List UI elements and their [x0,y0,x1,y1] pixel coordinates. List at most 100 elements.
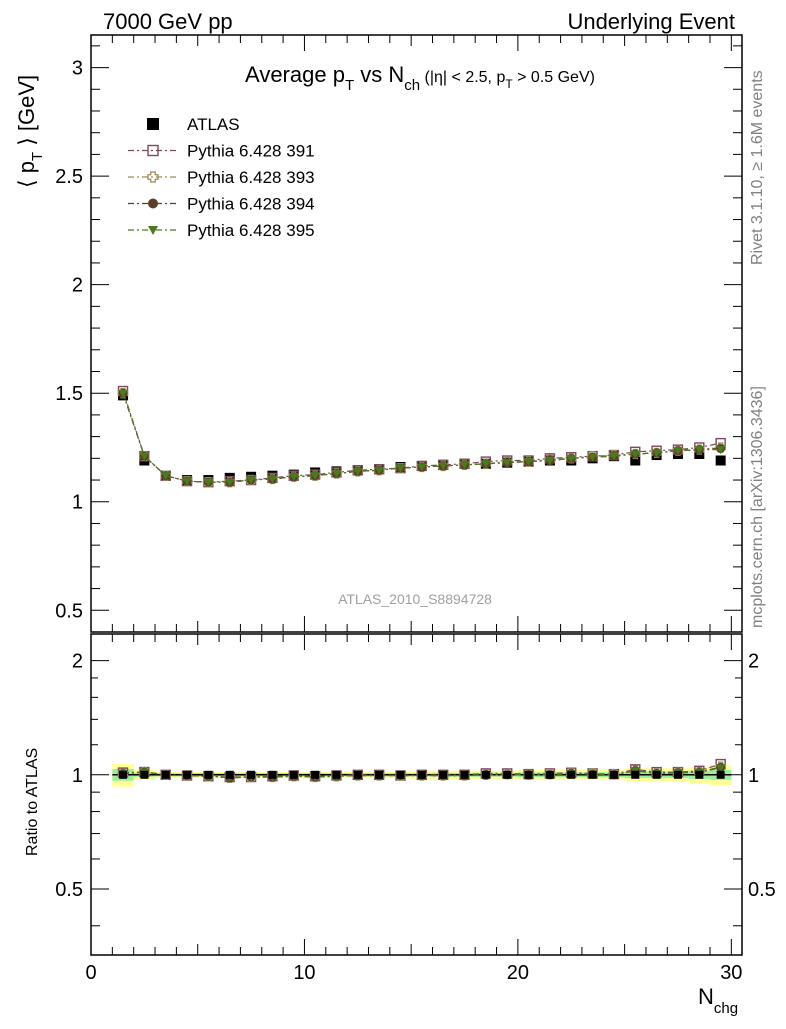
ratio-y-tick-label: 0.5 [55,879,83,901]
series-point-4 [460,461,470,470]
series-point-4 [246,476,256,485]
axes: 0 10 20 30 0.5 1 1.5 2 2.5 3 0.5 0.5 1 1 2 2 [55,34,776,984]
series-point-4 [118,389,128,398]
x-tick-label: 0 [85,962,96,984]
series-point-4 [716,446,726,455]
legend-marker [148,226,158,235]
main-plot-series [117,385,726,488]
legend-label: Pythia 6.428 393 [187,168,315,187]
atlas-ratio-point [545,770,554,779]
legend-label: ATLAS [187,115,240,134]
atlas-ratio-point [524,770,533,779]
atlas-ratio-point [204,770,213,779]
atlas-ratio-point [439,770,448,779]
series-point-4 [353,467,363,476]
legend-entry: Pythia 6.428 393 [128,168,315,187]
atlas-ratio-point [225,770,234,779]
legend-entry: ATLAS [147,115,240,134]
legend-marker [147,171,159,183]
ratio-plot-series [117,758,726,783]
atlas-ratio-point [140,770,149,779]
series-point-4 [182,477,192,486]
rivet-label: Rivet 3.1.10, ≥ 1.6M events [749,70,766,265]
x-axis-label: Nchg [698,984,738,1017]
atlas-ratio-point [716,770,725,779]
atlas-ratio-point [567,770,576,779]
series-point-4 [545,456,555,465]
y-tick-label: 2.5 [55,166,83,188]
atlas-ratio-point [332,770,341,779]
legend-label: Pythia 6.428 394 [187,195,315,214]
atlas-ratio-point [396,770,405,779]
series-point-4 [438,462,448,471]
legend-entry: Pythia 6.428 391 [128,142,315,161]
series-point-4 [225,478,235,487]
header-left: 7000 GeV pp [103,9,233,34]
series-point-4 [502,459,512,468]
series-point-4 [566,454,576,463]
ratio-y-axis-label: Ratio to ATLAS [24,748,41,856]
series-point-4 [203,478,213,487]
y-tick-label: 2 [72,275,83,297]
series-point-4 [374,466,384,475]
ratio-y-tick-label: 2 [72,651,83,673]
series-point-4 [139,452,149,461]
series-point-4 [395,464,405,473]
atlas-ratio-point [652,770,661,779]
series-point-4 [588,453,598,462]
atlas-ratio-point [375,770,384,779]
ratio-y-tick-label: 1 [72,765,83,787]
series-point-4 [630,450,640,459]
atlas-ratio-point [311,770,320,779]
atlas-ratio-point [161,770,170,779]
legend-entry: Pythia 6.428 395 [128,221,315,240]
series-point-4 [161,472,171,481]
series-point-4 [310,472,320,481]
mcplots-label: mcplots.cern.ch [arXiv:1306.3436] [749,386,766,628]
series-point-4 [267,475,277,484]
atlas-ratio-point [268,770,277,779]
atlas-ratio-point [460,770,469,779]
series-point-4 [524,457,534,467]
legend: ATLAS Pythia 6.428 391 Pythia 6.428 393 Pyt… [128,115,315,240]
y-axis-label: ⟨ pT ⟩ [GeV] [14,75,46,188]
legend-entry: Pythia 6.428 394 [128,195,315,214]
atlas-ratio-point [119,770,128,779]
atlas-point [715,455,726,466]
atlas-ratio-point [588,770,597,779]
atlas-ratio-point [183,770,192,779]
y-tick-label: 3 [72,58,83,80]
atlas-ratio-point [503,770,512,779]
y-tick-label: 1.5 [55,383,83,405]
atlas-ratio-point [631,770,640,779]
series-point-4 [673,447,683,456]
atlas-point [630,455,641,466]
legend-marker [148,198,158,209]
atlas-ratio-point [353,770,362,779]
ratio-point-4 [716,764,726,773]
series-point-4 [481,460,491,469]
atlas-ratio-point [481,770,490,779]
series-point-4 [417,463,427,472]
atlas-ratio-point [289,770,298,779]
legend-marker [147,118,159,130]
series-point-4 [694,446,704,455]
atlas-ratio-point [673,770,682,779]
ratio-frame [90,633,743,956]
series-point-4 [289,473,299,482]
ratio-y-tick-label-right: 2 [748,651,759,673]
series-point-4 [331,469,341,479]
chart-title: Average pT vs Nch (|η| < 2.5, pT > 0.5 G… [245,62,595,94]
analysis-watermark: ATLAS_2010_S8894728 [338,591,492,607]
legend-label: Pythia 6.428 391 [187,142,315,161]
atlas-ratio-point [695,770,704,779]
atlas-ratio-point [609,770,618,779]
atlas-ratio-point [247,770,256,779]
legend-marker [147,144,159,157]
y-tick-label: 0.5 [55,600,83,622]
series-point-4 [652,449,662,458]
x-tick-label: 30 [720,962,742,984]
legend-label: Pythia 6.428 395 [187,221,315,240]
header-right: Underlying Event [567,9,735,34]
